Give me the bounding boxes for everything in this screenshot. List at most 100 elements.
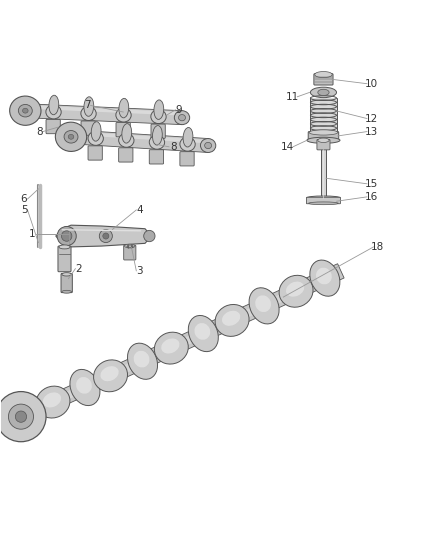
Polygon shape [71, 131, 208, 143]
Ellipse shape [49, 95, 59, 115]
Polygon shape [26, 270, 336, 417]
Ellipse shape [8, 404, 34, 429]
FancyBboxPatch shape [321, 149, 326, 198]
Ellipse shape [15, 411, 27, 422]
Text: 13: 13 [365, 126, 378, 136]
Ellipse shape [215, 304, 249, 336]
Ellipse shape [279, 276, 313, 307]
Circle shape [99, 230, 113, 243]
Ellipse shape [152, 126, 162, 145]
Ellipse shape [315, 71, 332, 78]
Circle shape [61, 231, 72, 241]
Ellipse shape [308, 202, 338, 205]
Text: 3: 3 [136, 266, 143, 276]
Ellipse shape [64, 131, 78, 143]
FancyBboxPatch shape [180, 152, 194, 166]
Text: 10: 10 [365, 79, 378, 88]
Ellipse shape [70, 369, 100, 406]
Ellipse shape [88, 132, 103, 146]
Text: 18: 18 [371, 242, 385, 252]
Ellipse shape [318, 138, 329, 142]
Ellipse shape [149, 135, 165, 149]
Ellipse shape [249, 288, 279, 324]
FancyBboxPatch shape [151, 124, 165, 139]
Text: 16: 16 [365, 192, 378, 202]
FancyBboxPatch shape [124, 245, 136, 260]
Text: 6: 6 [21, 194, 27, 204]
Ellipse shape [62, 273, 71, 276]
Ellipse shape [59, 245, 70, 249]
Circle shape [103, 233, 109, 239]
Ellipse shape [55, 122, 87, 151]
Ellipse shape [46, 105, 61, 119]
Ellipse shape [179, 115, 185, 121]
Ellipse shape [84, 97, 94, 116]
Ellipse shape [151, 110, 166, 124]
FancyBboxPatch shape [116, 123, 130, 137]
Text: 11: 11 [286, 92, 299, 102]
Ellipse shape [119, 133, 134, 147]
Ellipse shape [76, 377, 92, 394]
Ellipse shape [122, 124, 132, 143]
Ellipse shape [316, 268, 332, 284]
Ellipse shape [116, 108, 131, 122]
Ellipse shape [18, 104, 32, 117]
Ellipse shape [68, 134, 74, 139]
Ellipse shape [188, 316, 218, 352]
Ellipse shape [134, 351, 149, 367]
Ellipse shape [62, 290, 71, 293]
Ellipse shape [43, 392, 61, 407]
Ellipse shape [307, 137, 340, 143]
Ellipse shape [255, 295, 271, 312]
Text: 8: 8 [170, 142, 177, 152]
FancyBboxPatch shape [81, 121, 95, 135]
Ellipse shape [161, 338, 180, 353]
FancyBboxPatch shape [308, 132, 339, 140]
FancyBboxPatch shape [88, 146, 102, 160]
Text: 7: 7 [84, 100, 90, 110]
Ellipse shape [310, 260, 340, 296]
Text: 14: 14 [281, 142, 294, 152]
Text: 12: 12 [365, 114, 378, 124]
Ellipse shape [22, 108, 28, 113]
Text: 9: 9 [176, 105, 182, 115]
FancyBboxPatch shape [307, 197, 340, 204]
Polygon shape [71, 130, 208, 152]
Text: 8: 8 [36, 126, 42, 136]
Ellipse shape [205, 142, 212, 149]
Ellipse shape [94, 360, 127, 392]
Text: 15: 15 [365, 179, 378, 189]
Polygon shape [56, 225, 152, 247]
Circle shape [57, 227, 76, 246]
Ellipse shape [286, 281, 304, 297]
Text: 1: 1 [28, 229, 35, 239]
Polygon shape [25, 104, 182, 125]
FancyBboxPatch shape [314, 74, 333, 85]
Ellipse shape [311, 87, 336, 98]
FancyBboxPatch shape [149, 150, 163, 164]
FancyBboxPatch shape [46, 119, 60, 134]
Text: 4: 4 [136, 205, 143, 215]
Ellipse shape [307, 196, 340, 199]
Ellipse shape [183, 127, 193, 147]
Ellipse shape [309, 130, 338, 135]
Ellipse shape [318, 90, 329, 95]
Text: 2: 2 [75, 264, 82, 273]
Ellipse shape [180, 137, 195, 151]
Ellipse shape [154, 332, 188, 364]
FancyBboxPatch shape [58, 246, 71, 272]
FancyBboxPatch shape [311, 98, 336, 133]
Ellipse shape [91, 122, 101, 141]
Ellipse shape [194, 323, 210, 340]
Ellipse shape [154, 100, 164, 119]
Ellipse shape [81, 107, 96, 120]
Ellipse shape [119, 99, 129, 118]
Ellipse shape [10, 96, 41, 125]
Ellipse shape [36, 386, 70, 418]
Circle shape [144, 230, 155, 241]
Polygon shape [18, 264, 344, 424]
Polygon shape [25, 105, 182, 116]
Text: 5: 5 [21, 205, 27, 215]
Ellipse shape [201, 139, 216, 152]
Ellipse shape [100, 366, 119, 381]
